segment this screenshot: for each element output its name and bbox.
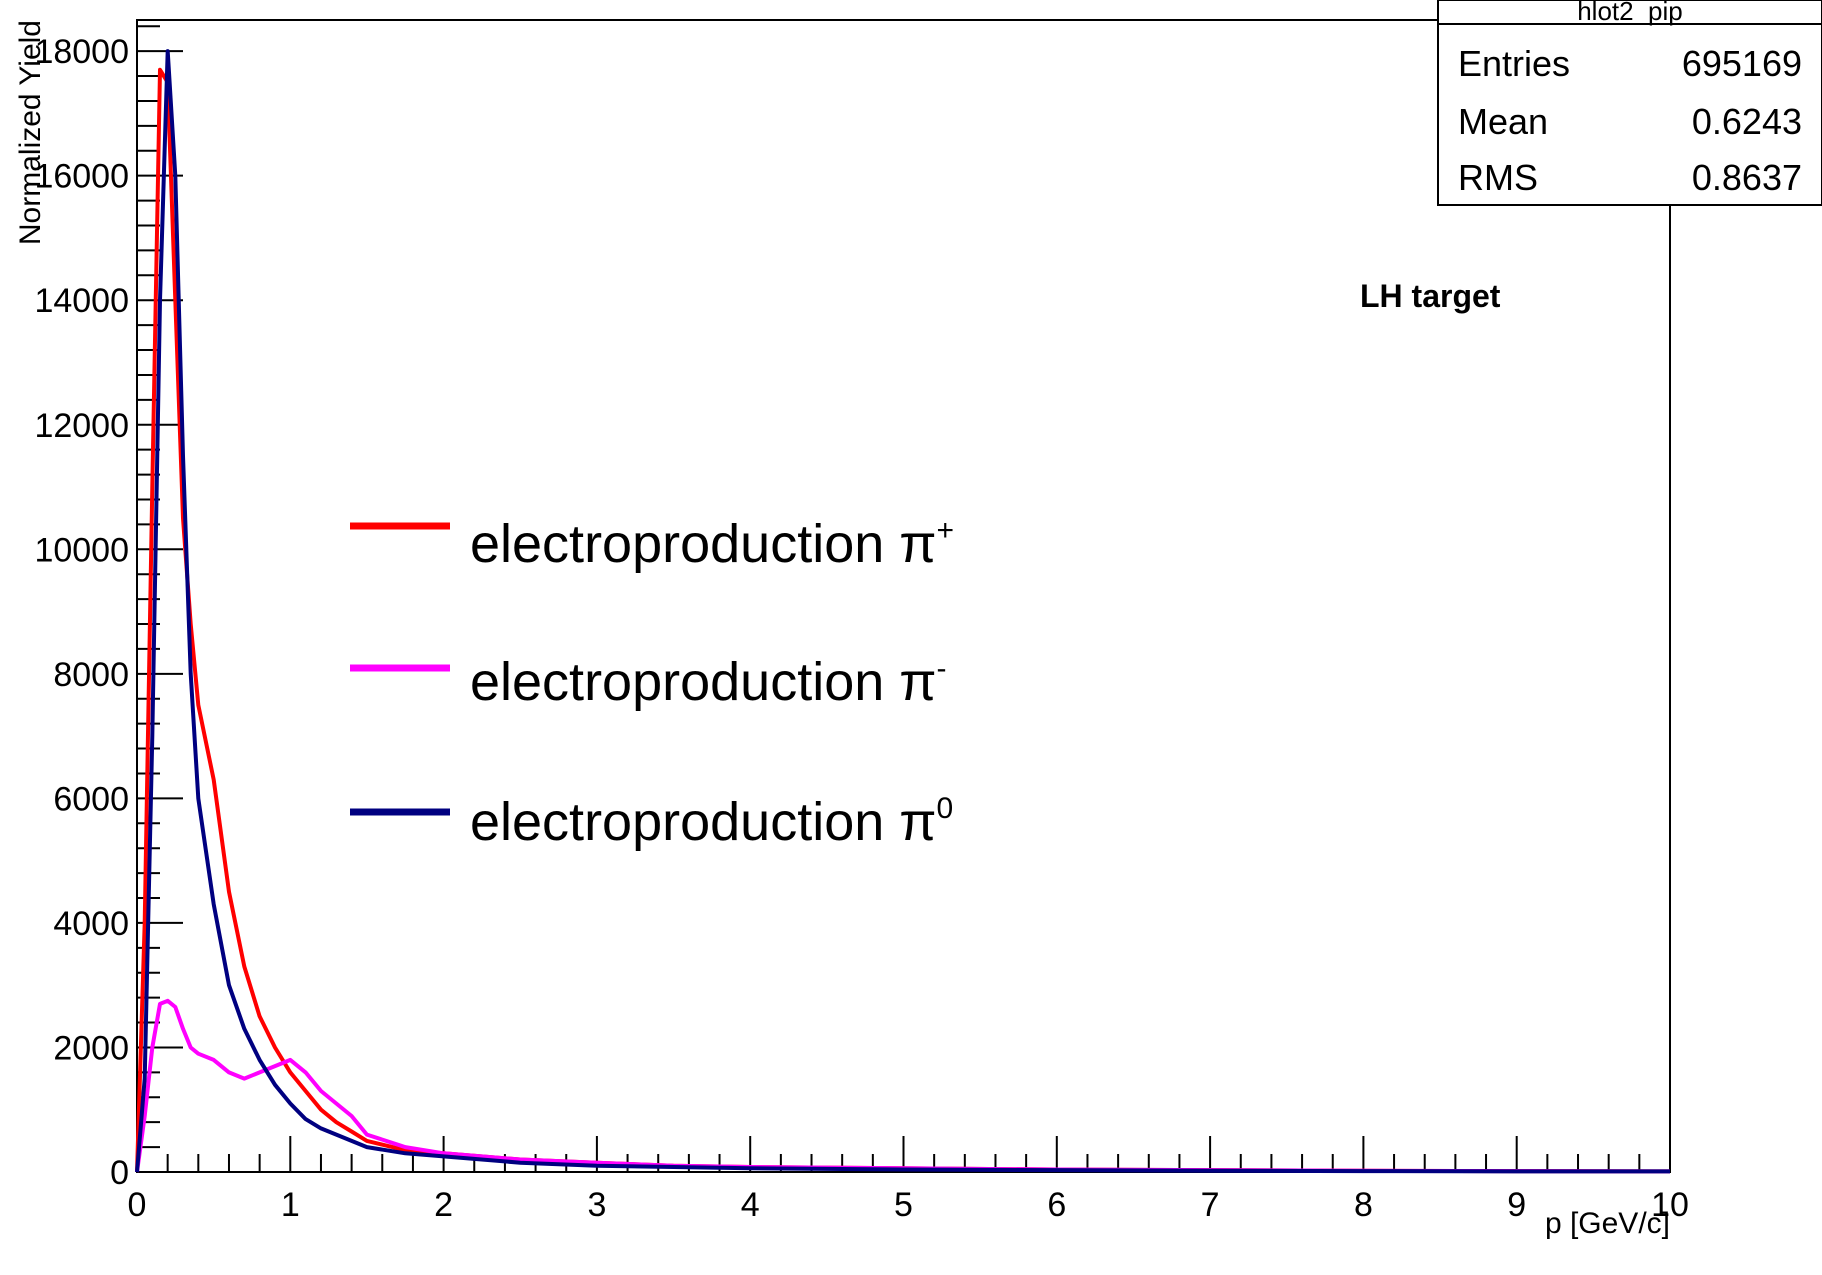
x-tick-label: 3 [587, 1186, 606, 1224]
x-axis-title: p [GeV/c] [1545, 1207, 1670, 1240]
y-axis-title: Normalized Yield [14, 20, 47, 245]
y-tick-label: 8000 [53, 656, 129, 694]
x-tick-label: 6 [1047, 1186, 1066, 1224]
stats-entries-value: 695169 [1682, 43, 1802, 84]
x-tick-label: 7 [1201, 1186, 1220, 1224]
stats-mean-label: Mean [1458, 101, 1548, 142]
stats-box: hlot2_pip Entries 695169 Mean 0.6243 RMS… [1437, 0, 1822, 206]
legend-label-pi-minus: electroproduction π- [470, 652, 947, 712]
axes: 0 1 2 3 4 5 6 7 8 9 10 0 2000 4000 6000 8000 10000 12000 1… [34, 25, 1689, 1224]
y-tick-label: 16000 [34, 158, 129, 196]
y-tick-label: 6000 [53, 780, 129, 818]
series-layer [135, 49, 1671, 1174]
y-tick-label: 4000 [53, 905, 129, 943]
legend-label-pi-plus-sup: + [937, 514, 955, 547]
x-tick-label: 9 [1507, 1186, 1526, 1224]
x-tick-label: 1 [281, 1186, 300, 1224]
series-pi-plus [135, 67, 1671, 1174]
stats-entries-label: Entries [1458, 43, 1570, 84]
legend-label-pi-minus-text: electroproduction π [470, 652, 937, 712]
legend-label-pi-zero: electroproduction π0 [470, 792, 953, 852]
legend-label-pi-plus-text: electroproduction π [470, 514, 937, 574]
x-tick-label: 0 [128, 1186, 147, 1224]
y-tick-label: 10000 [34, 531, 129, 569]
y-tick-label: 18000 [34, 33, 129, 71]
legend: electroproduction π+ electroproduction π… [350, 514, 954, 852]
stats-box-frame [1437, 0, 1822, 206]
annotation-lh-target: LH target [1360, 278, 1501, 314]
stats-rms-value: 0.8637 [1692, 157, 1802, 198]
series-pi-zero [135, 49, 1670, 1174]
stats-rms-label: RMS [1458, 157, 1538, 198]
y-tick-label: 12000 [34, 407, 129, 445]
x-tick-label: 8 [1354, 1186, 1373, 1224]
y-tick-label: 14000 [34, 282, 129, 320]
legend-label-pi-zero-text: electroproduction π [470, 792, 937, 852]
x-tick-label: 5 [894, 1186, 913, 1224]
x-tick-label: 10 [1651, 1186, 1689, 1224]
legend-label-pi-zero-sup: 0 [937, 792, 954, 825]
y-tick-label: 0 [110, 1154, 129, 1192]
legend-label-pi-plus: electroproduction π+ [470, 514, 954, 574]
y-tick-label: 2000 [53, 1029, 129, 1067]
legend-label-pi-minus-sup: - [937, 652, 947, 685]
stats-box-title: hlot2_pip [1577, 0, 1683, 26]
stats-mean-value: 0.6243 [1692, 101, 1802, 142]
x-tick-label: 4 [741, 1186, 760, 1224]
x-tick-label: 2 [434, 1186, 453, 1224]
